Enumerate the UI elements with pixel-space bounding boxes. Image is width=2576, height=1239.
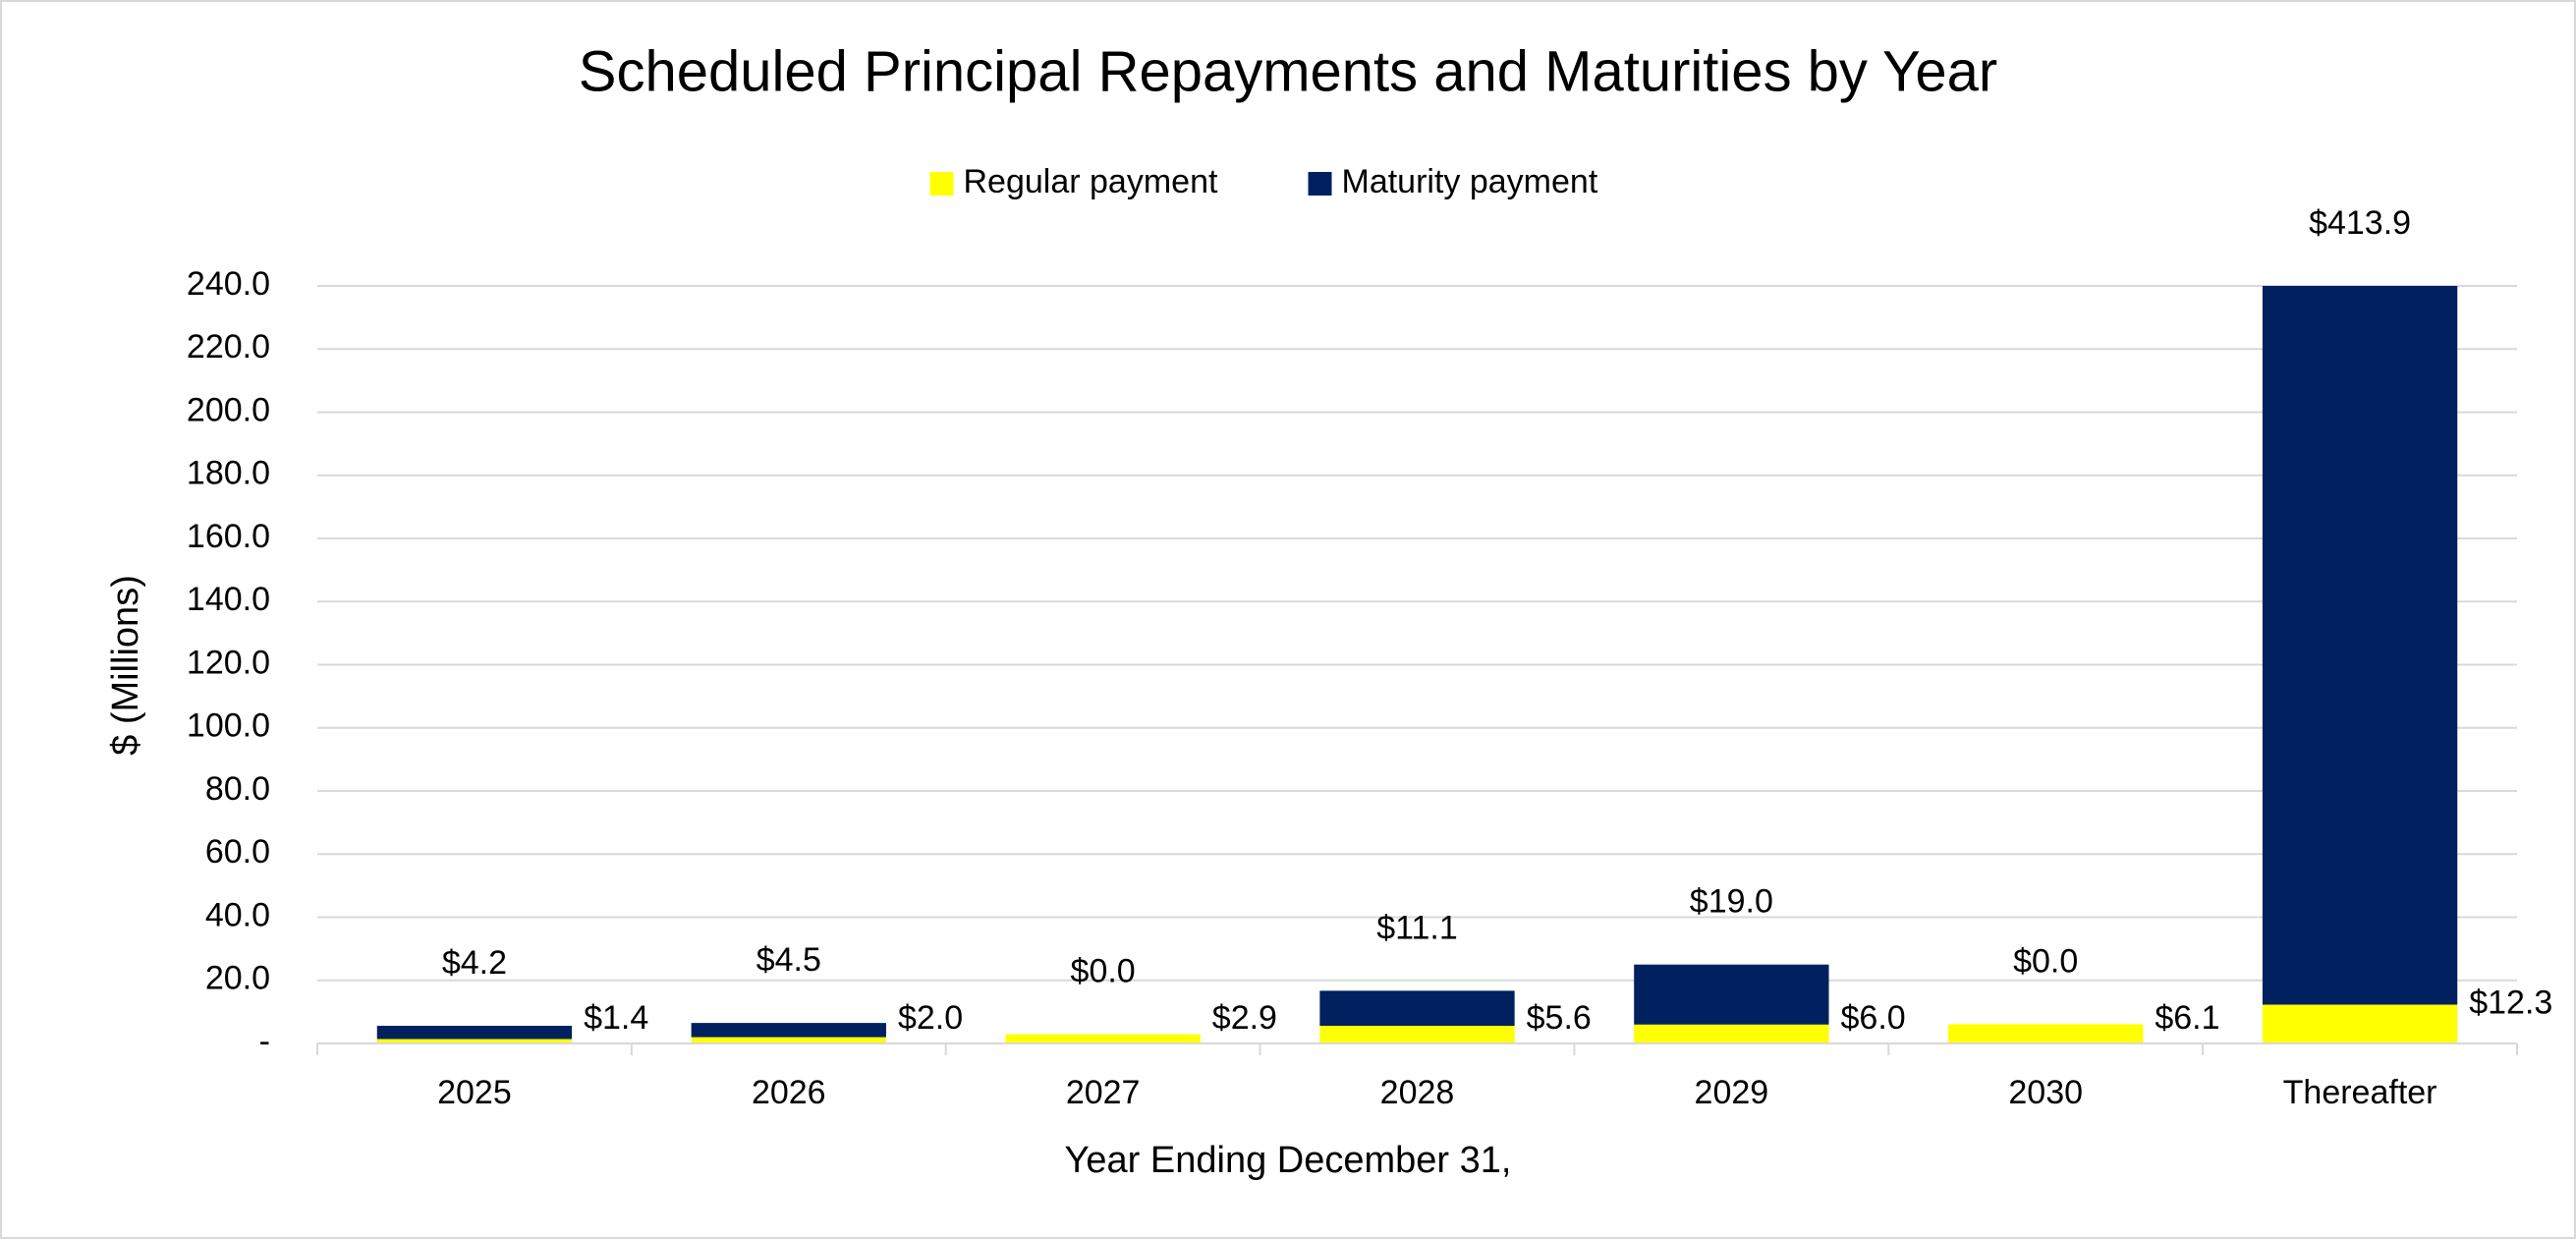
y-tick-label: -: [259, 1023, 270, 1060]
bar-segment: [1319, 1026, 1515, 1043]
bar-segment: [2262, 1004, 2458, 1043]
bar-segment: [2262, 286, 2458, 1005]
y-tick-label: 120.0: [187, 644, 270, 681]
x-tick-label: 2028: [1380, 1074, 1455, 1111]
value-label: $12.3: [2469, 984, 2552, 1021]
bar-segment: [376, 1039, 573, 1043]
x-tick-label: 2030: [2008, 1074, 2083, 1111]
x-tick-label: Thereafter: [2283, 1074, 2437, 1111]
y-tick-label: 40.0: [205, 896, 270, 933]
y-tick-label: 240.0: [187, 265, 270, 303]
value-label: $6.0: [1841, 999, 1906, 1037]
bar-segment: [1319, 990, 1515, 1027]
x-tick-label: 2025: [437, 1074, 512, 1111]
x-axis-title: Year Ending December 31,: [1065, 1140, 1512, 1181]
value-label: $6.1: [2155, 999, 2219, 1037]
legend-label: Maturity payment: [1342, 163, 1598, 200]
plot-area: [376, 286, 2458, 1043]
bar-segment: [1005, 1034, 1201, 1043]
y-tick-label: 160.0: [187, 518, 270, 555]
value-label: $4.2: [442, 944, 507, 982]
value-label: $4.5: [756, 941, 821, 979]
value-label: $2.9: [1212, 999, 1277, 1037]
y-tick-label: 60.0: [205, 833, 270, 871]
y-tick-label: 220.0: [187, 328, 270, 366]
chart-title: Scheduled Principal Repayments and Matur…: [579, 39, 1997, 103]
bar-segment: [1634, 1024, 1829, 1043]
bar-segment: [691, 1037, 886, 1043]
value-label: $0.0: [1071, 953, 1136, 990]
legend-label: Regular payment: [964, 163, 1218, 200]
value-label: $2.0: [898, 999, 963, 1037]
value-label: $0.0: [2013, 942, 2078, 980]
value-label: $11.1: [1376, 909, 1458, 946]
bar-segment: [1948, 1024, 2144, 1043]
y-tick-label: 140.0: [187, 581, 270, 618]
x-tick-label: 2029: [1695, 1074, 1769, 1111]
bar-segment: [1634, 964, 1829, 1025]
legend-swatch: [929, 172, 954, 196]
value-label: $19.0: [1690, 883, 1773, 921]
x-tick-label: 2026: [752, 1074, 826, 1111]
legend-swatch: [1308, 172, 1332, 196]
y-tick-label: 200.0: [187, 391, 270, 428]
x-tick-label: 2027: [1066, 1074, 1141, 1111]
y-tick-label: 100.0: [187, 707, 270, 745]
y-tick-label: 180.0: [187, 455, 270, 492]
value-label: $1.4: [584, 999, 648, 1037]
y-tick-label: 20.0: [205, 960, 270, 997]
value-label: $5.6: [1527, 999, 1592, 1037]
bar-segment: [691, 1023, 886, 1038]
bar-segment: [376, 1026, 573, 1040]
y-axis-title: $ (Millions): [105, 575, 146, 756]
value-label: $413.9: [2309, 204, 2411, 242]
y-tick-label: 80.0: [205, 770, 270, 808]
